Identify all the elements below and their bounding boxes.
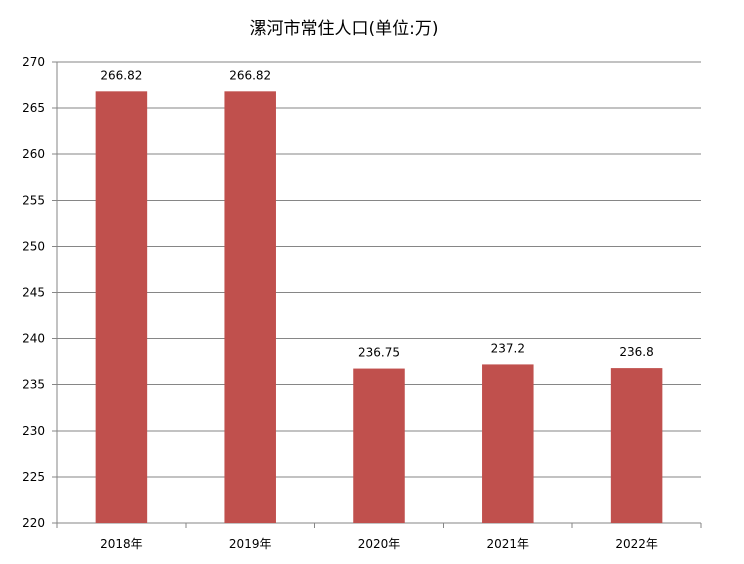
axes: 220 225 230 235 240 245 250 255 260 265 270 2018年 20… (22, 55, 702, 551)
data-labels: 266.82 266.82 236.75 237.2 236.8 (100, 68, 653, 359)
x-tick-label: 2021年 (487, 537, 530, 551)
bar (482, 364, 534, 523)
bars (95, 91, 663, 523)
data-label: 266.82 (100, 68, 142, 82)
y-tick-label: 255 (22, 193, 45, 207)
y-tick-label: 250 (22, 239, 45, 253)
x-tick-label: 2022年 (615, 537, 658, 551)
y-tick-label: 245 (22, 286, 45, 300)
data-label: 237.2 (491, 341, 525, 355)
x-tick-label: 2018年 (100, 537, 143, 551)
data-label: 266.82 (229, 68, 271, 82)
y-tick-label: 265 (22, 101, 45, 115)
x-tick-label: 2020年 (358, 537, 401, 551)
x-tick-label: 2019年 (229, 537, 272, 551)
y-tick-label: 260 (22, 147, 45, 161)
y-tick-label: 235 (22, 378, 45, 392)
bar (224, 91, 276, 523)
bar (353, 368, 405, 523)
bar (610, 368, 663, 523)
bar (95, 91, 148, 523)
chart-title: 漯河市常住人口(单位:万) (249, 19, 439, 39)
data-label: 236.8 (619, 345, 653, 359)
y-tick-label: 220 (22, 516, 45, 530)
data-label: 236.75 (358, 346, 400, 360)
y-tick-label: 230 (22, 424, 45, 438)
y-tick-label: 240 (22, 332, 45, 346)
y-tick-label: 270 (22, 55, 45, 69)
y-tick-label: 225 (22, 470, 45, 484)
